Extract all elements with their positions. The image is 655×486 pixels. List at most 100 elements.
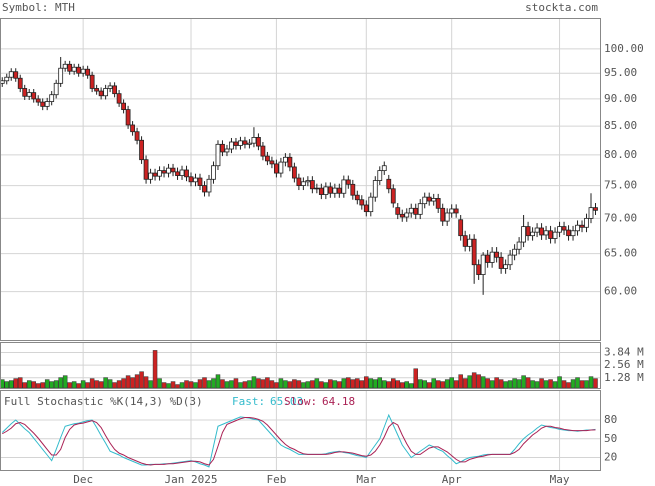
candle-body (314, 187, 320, 190)
candle-body (161, 170, 167, 174)
candle-body (215, 143, 221, 167)
volume-bar (269, 380, 275, 389)
grid-layer (0, 18, 600, 470)
candle-body (588, 207, 594, 219)
x-tick-label: Jan 2025 (165, 473, 218, 486)
volume-bar (377, 377, 383, 389)
volume-bar (4, 381, 9, 389)
candle-body (422, 196, 428, 205)
candle-body (17, 77, 23, 89)
volume-bar (467, 375, 472, 389)
volume-bar (368, 378, 374, 389)
volume-bar (125, 375, 131, 389)
volume-bar (40, 382, 45, 389)
volume-bar (76, 383, 81, 389)
volume-bar (301, 382, 306, 389)
candle-body (354, 194, 360, 201)
y-tick-label: 50 (604, 432, 617, 445)
volume-bar (166, 383, 171, 389)
candle-body (309, 180, 315, 190)
candle-body (390, 188, 396, 204)
candle-body (229, 141, 234, 150)
volume-bar (103, 377, 108, 389)
candle-body (476, 264, 482, 275)
volume-panel (0, 342, 601, 389)
candle-body (40, 101, 46, 107)
volume-bar (274, 382, 279, 389)
candle-body (22, 88, 28, 97)
volume-bar (539, 378, 544, 389)
fast-value: 65.03 (270, 395, 303, 408)
candle-body (31, 92, 37, 100)
volume-bar (211, 378, 216, 389)
volume-bar (85, 382, 90, 389)
candle-body (44, 101, 50, 107)
candle-body (98, 90, 104, 97)
candle-body (220, 143, 225, 153)
fast-label: Fast: (232, 395, 265, 408)
candle-body (13, 71, 19, 79)
volume-bar (292, 379, 297, 389)
candle-body (143, 159, 149, 180)
candle-body (413, 207, 419, 215)
candle-body (404, 212, 410, 218)
candle-body (363, 204, 369, 213)
candle-body (453, 208, 459, 214)
volume-bar (386, 381, 392, 389)
candle-body (287, 156, 293, 168)
x-tick-label: Feb (266, 473, 286, 486)
candle-body (368, 196, 374, 213)
candle-body (296, 177, 302, 186)
volume-bar (121, 378, 126, 389)
price-panel (0, 18, 601, 341)
volume-bar (458, 374, 463, 389)
y-tick-label: 80 (604, 413, 617, 426)
volume-bar (422, 380, 427, 389)
candle-body (125, 109, 131, 126)
candle-body (440, 207, 446, 222)
y-tick-label: 60.00 (604, 285, 637, 298)
volume-bar (417, 379, 423, 389)
volume-bar (341, 378, 347, 389)
candle-body (282, 156, 288, 163)
y-tick-label: 100.00 (604, 42, 644, 55)
volume-bar (489, 380, 495, 389)
volume-bar (161, 382, 167, 389)
y-tick-label: 80.00 (604, 148, 637, 161)
y-tick-label: 70.00 (604, 211, 637, 224)
candle-body (206, 178, 212, 193)
candle-body (251, 137, 257, 144)
volume-bar (503, 381, 508, 389)
candle-body (548, 230, 553, 239)
candle-body (305, 180, 311, 183)
candle-body (521, 226, 526, 243)
candle-body (489, 251, 495, 263)
candle-body (175, 171, 180, 176)
candle-body (116, 93, 122, 104)
y-tick-label: 2.56 M (604, 358, 644, 371)
candle-body (345, 179, 351, 185)
volume-bar (251, 376, 257, 389)
volume-bar (431, 378, 436, 389)
candle-body (166, 167, 171, 174)
volume-bar (359, 380, 365, 389)
candle-body (444, 212, 450, 222)
stochastic-title: Full Stochastic %K(14,3) %D(3) (4, 395, 203, 408)
volume-bar (152, 350, 158, 389)
volume-bar (130, 377, 135, 389)
candle-body (193, 177, 198, 183)
volume-bar (462, 378, 468, 389)
candle-body (539, 227, 544, 236)
candle-body (449, 208, 455, 214)
candle-body (485, 254, 491, 263)
candle-body (377, 170, 383, 181)
candle-body (71, 66, 77, 72)
volume-bar (256, 378, 261, 389)
volume-bar (80, 380, 86, 389)
candle-body (224, 148, 230, 153)
volume-bar (453, 380, 459, 389)
candle-body (300, 181, 306, 186)
volume-bar (548, 379, 553, 389)
